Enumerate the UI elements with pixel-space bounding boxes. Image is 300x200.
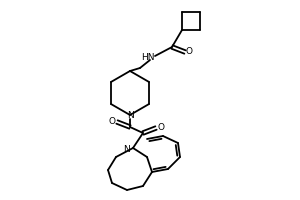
Text: O: O: [109, 117, 116, 127]
Text: N: N: [127, 110, 134, 119]
Text: O: O: [158, 123, 164, 132]
Text: HN: HN: [141, 52, 155, 62]
Text: N: N: [124, 146, 130, 154]
Text: O: O: [185, 47, 193, 56]
